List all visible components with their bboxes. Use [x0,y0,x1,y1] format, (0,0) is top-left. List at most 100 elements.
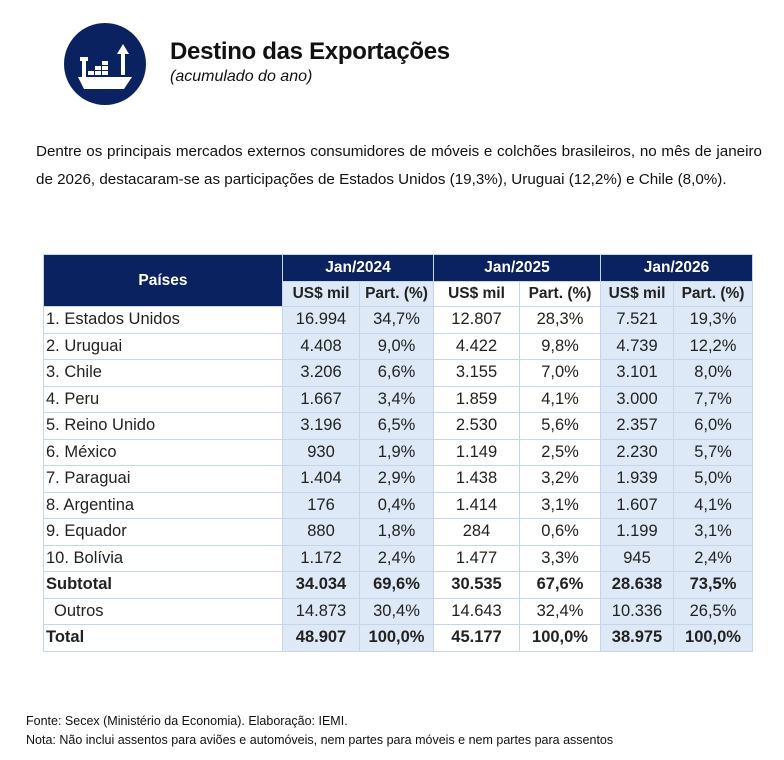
usd-cell: 2.230 [600,438,674,466]
usd-cell: 38.975 [600,624,674,652]
sub-header-usd: US$ mil [282,281,360,307]
share-cell: 2,4% [673,544,753,572]
share-cell: 4,1% [519,385,601,413]
share-cell: 5,0% [673,465,753,493]
usd-cell: 3.206 [282,359,360,387]
share-cell: 7,7% [673,385,753,413]
usd-cell: 1.172 [282,544,360,572]
country-cell: Outros [43,597,283,625]
table-row: 6. México 930 1,9% 1.149 2,5% 2.230 5,7% [43,438,753,466]
share-cell: 28,3% [519,306,601,334]
table-row: 3. Chile 3.206 6,6% 3.155 7,0% 3.101 8,0% [43,359,753,387]
period-header: Jan/2025 [433,254,601,282]
usd-cell: 2.530 [433,412,520,440]
usd-cell: 2.357 [600,412,674,440]
table-row: Total 48.907 100,0% 45.177 100,0% 38.975 100,0… [43,624,753,652]
country-cell: 9. Equador [43,518,283,546]
page-title: Destino das Exportações [170,38,450,65]
share-cell: 5,6% [519,412,601,440]
intro-paragraph: Dentre os principais mercados externos c… [36,143,762,188]
share-cell: 34,7% [359,306,434,334]
share-cell: 6,6% [359,359,434,387]
usd-cell: 284 [433,518,520,546]
share-cell: 5,7% [673,438,753,466]
share-cell: 32,4% [519,597,601,625]
share-cell: 1,8% [359,518,434,546]
share-cell: 12,2% [673,332,753,360]
country-cell: 5. Reino Unido [43,412,283,440]
country-cell: 2. Uruguai [43,332,283,360]
column-header-countries: Países [43,254,283,307]
share-cell: 6,5% [359,412,434,440]
share-cell: 4,1% [673,491,753,519]
country-cell: 4. Peru [43,385,283,413]
usd-cell: 16.994 [282,306,360,334]
share-cell: 2,4% [359,544,434,572]
sub-header-share: Part. (%) [673,281,753,307]
usd-cell: 945 [600,544,674,572]
share-cell: 9,0% [359,332,434,360]
usd-cell: 14.873 [282,597,360,625]
usd-cell: 12.807 [433,306,520,334]
usd-cell: 1.149 [433,438,520,466]
country-cell: 10. Bolívia [43,544,283,572]
table-row: 1. Estados Unidos 16.994 34,7% 12.807 28,3% 7… [43,306,753,334]
share-cell: 100,0% [673,624,753,652]
share-cell: 3,1% [673,518,753,546]
usd-cell: 10.336 [600,597,674,625]
table-row: 2. Uruguai 4.408 9,0% 4.422 9,8% 4.739 12,2% [43,332,753,360]
table-row: Outros 14.873 30,4% 14.643 32,4% 10.336 26,5% [43,597,753,625]
share-cell: 69,6% [359,571,434,599]
share-cell: 100,0% [359,624,434,652]
sub-header-usd: US$ mil [433,281,520,307]
usd-cell: 176 [282,491,360,519]
table-row: 9. Equador 880 1,8% 284 0,6% 1.199 3,1% [43,518,753,546]
share-cell: 0,6% [519,518,601,546]
page-subtitle: (acumulado do ano) [170,68,313,85]
share-cell: 2,9% [359,465,434,493]
share-cell: 8,0% [673,359,753,387]
footnote: Nota: Não inclui assentos para aviões e … [26,733,614,747]
sub-header-share: Part. (%) [359,281,434,307]
table-row: 10. Bolívia 1.172 2,4% 1.477 3,3% 945 2,4% [43,544,753,572]
usd-cell: 4.422 [433,332,520,360]
export-destinations-table: Países Jan/2024 Jan/2025 Jan/2026 US$ mi… [43,254,753,652]
usd-cell: 7.521 [600,306,674,334]
country-cell: Total [43,624,283,652]
share-cell: 0,4% [359,491,434,519]
usd-cell: 1.859 [433,385,520,413]
share-cell: 6,0% [673,412,753,440]
usd-cell: 1.199 [600,518,674,546]
usd-cell: 4.739 [600,332,674,360]
share-cell: 19,3% [673,306,753,334]
usd-cell: 30.535 [433,571,520,599]
share-cell: 67,6% [519,571,601,599]
usd-cell: 3.155 [433,359,520,387]
cargo-ship-export-icon [64,23,146,105]
country-cell: Subtotal [43,571,283,599]
country-cell: 3. Chile [43,359,283,387]
usd-cell: 3.000 [600,385,674,413]
usd-cell: 45.177 [433,624,520,652]
sub-header-usd: US$ mil [600,281,674,307]
share-cell: 1,9% [359,438,434,466]
usd-cell: 3.101 [600,359,674,387]
usd-cell: 3.196 [282,412,360,440]
country-cell: 1. Estados Unidos [43,306,283,334]
table-row: 5. Reino Unido 3.196 6,5% 2.530 5,6% 2.357 6,0… [43,412,753,440]
share-cell: 3,4% [359,385,434,413]
share-cell: 3,1% [519,491,601,519]
share-cell: 3,2% [519,465,601,493]
country-cell: 8. Argentina [43,491,283,519]
usd-cell: 1.607 [600,491,674,519]
usd-cell: 1.477 [433,544,520,572]
usd-cell: 1.939 [600,465,674,493]
source-note: Fonte: Secex (Ministério da Economia). E… [26,714,348,728]
share-cell: 9,8% [519,332,601,360]
share-cell: 7,0% [519,359,601,387]
share-cell: 100,0% [519,624,601,652]
usd-cell: 4.408 [282,332,360,360]
usd-cell: 1.414 [433,491,520,519]
table-row: Subtotal 34.034 69,6% 30.535 67,6% 28.638 73,5… [43,571,753,599]
period-header: Jan/2026 [600,254,753,282]
